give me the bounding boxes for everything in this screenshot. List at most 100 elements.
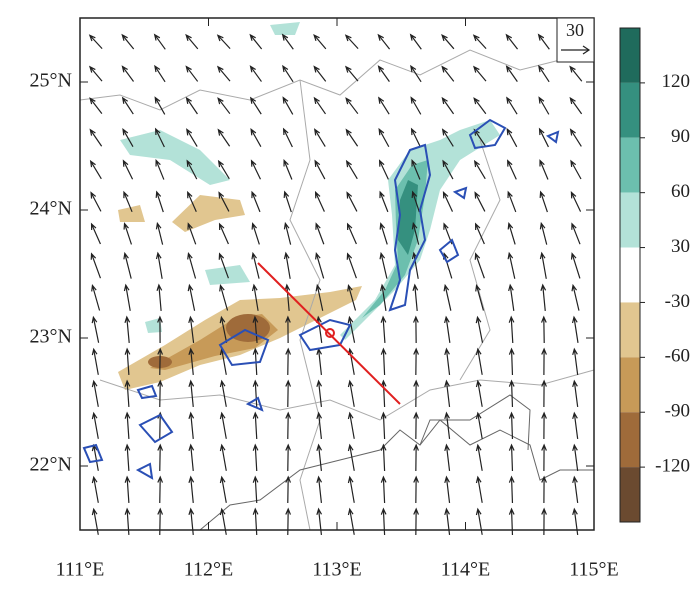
wind-vector bbox=[475, 283, 485, 311]
shade-positive bbox=[398, 180, 418, 255]
wind-vector bbox=[91, 284, 101, 311]
wind-vector bbox=[250, 159, 262, 180]
wind-vector bbox=[412, 283, 419, 312]
wind-vector bbox=[505, 65, 518, 82]
wind-vector bbox=[124, 315, 131, 343]
wind-vector bbox=[377, 33, 391, 50]
wind-vector bbox=[473, 97, 487, 115]
wind-vector bbox=[572, 443, 579, 471]
wind-vector bbox=[315, 283, 324, 311]
contours bbox=[82, 118, 560, 480]
wind-vector bbox=[121, 65, 135, 82]
wind-vector bbox=[475, 411, 483, 439]
wind-vector bbox=[413, 379, 419, 408]
wind-vector bbox=[315, 222, 325, 245]
contour-line bbox=[135, 462, 154, 480]
wind-vector bbox=[380, 315, 387, 344]
colorbar-bin bbox=[620, 137, 640, 193]
wind-vector bbox=[285, 379, 292, 408]
wind-vector bbox=[472, 34, 487, 50]
wind-vector bbox=[413, 347, 419, 376]
wind-vector bbox=[185, 33, 199, 50]
wind-vector bbox=[123, 190, 133, 213]
wind-vector bbox=[249, 96, 262, 115]
map-background bbox=[80, 18, 594, 530]
boundary-line bbox=[289, 79, 321, 531]
wind-vector bbox=[89, 128, 103, 147]
wind-vector bbox=[410, 127, 421, 148]
wind-vector bbox=[188, 475, 195, 503]
wind-vector bbox=[441, 128, 454, 147]
coastline bbox=[199, 394, 594, 531]
wind-vector bbox=[411, 221, 420, 245]
wind-vector bbox=[572, 411, 579, 439]
wind-vector bbox=[569, 96, 583, 115]
wind-vector bbox=[249, 65, 262, 82]
wind-vector bbox=[475, 475, 483, 503]
wind-vector bbox=[124, 411, 131, 440]
wind-vector bbox=[508, 411, 515, 440]
wind-vector bbox=[186, 159, 198, 180]
wind-vector bbox=[570, 252, 581, 279]
y-tick-label: 22°N bbox=[30, 454, 72, 476]
wind-vector bbox=[475, 315, 484, 343]
wind-vector bbox=[122, 159, 134, 180]
wind-vector bbox=[314, 190, 325, 212]
wind-vector bbox=[473, 65, 487, 82]
wind-vector bbox=[313, 65, 327, 82]
wind-vector bbox=[541, 411, 547, 440]
wind-vector bbox=[313, 128, 326, 147]
wind-vector bbox=[347, 283, 357, 311]
boundary-line bbox=[459, 139, 501, 381]
wind-vector bbox=[186, 128, 198, 147]
colorbar-label: 120 bbox=[662, 71, 691, 92]
wind-vector bbox=[571, 283, 580, 311]
wind-vector bbox=[217, 97, 231, 115]
wind-vector bbox=[155, 190, 164, 213]
wind-vector bbox=[345, 128, 359, 147]
wind-vector bbox=[187, 222, 197, 245]
wind-vector bbox=[444, 347, 451, 375]
wind-vector bbox=[124, 443, 131, 472]
contour-line bbox=[218, 328, 270, 367]
wind-vector bbox=[569, 65, 583, 82]
colorbar: 120 90 60 30 -30 -60 -90 -120 bbox=[619, 27, 691, 523]
wind-vector bbox=[283, 190, 292, 213]
wind-vector bbox=[507, 222, 516, 245]
wind-vector bbox=[188, 315, 195, 343]
wind-vector bbox=[155, 221, 164, 245]
wind-vector bbox=[90, 191, 102, 212]
wind-vector bbox=[347, 411, 355, 439]
wind-vector bbox=[89, 97, 103, 115]
wind-vector bbox=[283, 221, 292, 245]
wind-vector bbox=[316, 475, 323, 503]
boundary-line bbox=[79, 49, 561, 111]
wind-vector bbox=[314, 159, 326, 180]
wind-vector bbox=[413, 443, 419, 472]
wind-vector bbox=[347, 379, 355, 407]
wind-vector bbox=[285, 475, 292, 504]
coast-line bbox=[419, 394, 531, 451]
wind-vector bbox=[345, 159, 358, 180]
wind-vector bbox=[316, 443, 323, 471]
shade-positive bbox=[270, 22, 300, 35]
reference-vector-box: 30 bbox=[556, 17, 595, 63]
contour-line bbox=[468, 118, 507, 150]
wind-vector bbox=[506, 127, 518, 148]
wind-vector bbox=[411, 159, 421, 180]
wind-vector bbox=[507, 190, 517, 213]
wind-vector bbox=[156, 283, 163, 312]
wind-vector bbox=[474, 191, 486, 212]
wind-vector bbox=[252, 443, 259, 472]
wind-vector bbox=[219, 411, 227, 439]
wind-vector bbox=[157, 443, 164, 472]
wind-vector bbox=[188, 443, 195, 471]
wind-vector bbox=[539, 190, 548, 213]
wind-vector bbox=[315, 252, 325, 279]
wind-vector bbox=[219, 443, 227, 471]
wind-vector bbox=[570, 159, 582, 180]
wind-vector bbox=[88, 34, 103, 50]
wind-vector bbox=[155, 159, 165, 180]
colorbar-label: -30 bbox=[665, 291, 690, 312]
contour-line bbox=[298, 318, 352, 352]
